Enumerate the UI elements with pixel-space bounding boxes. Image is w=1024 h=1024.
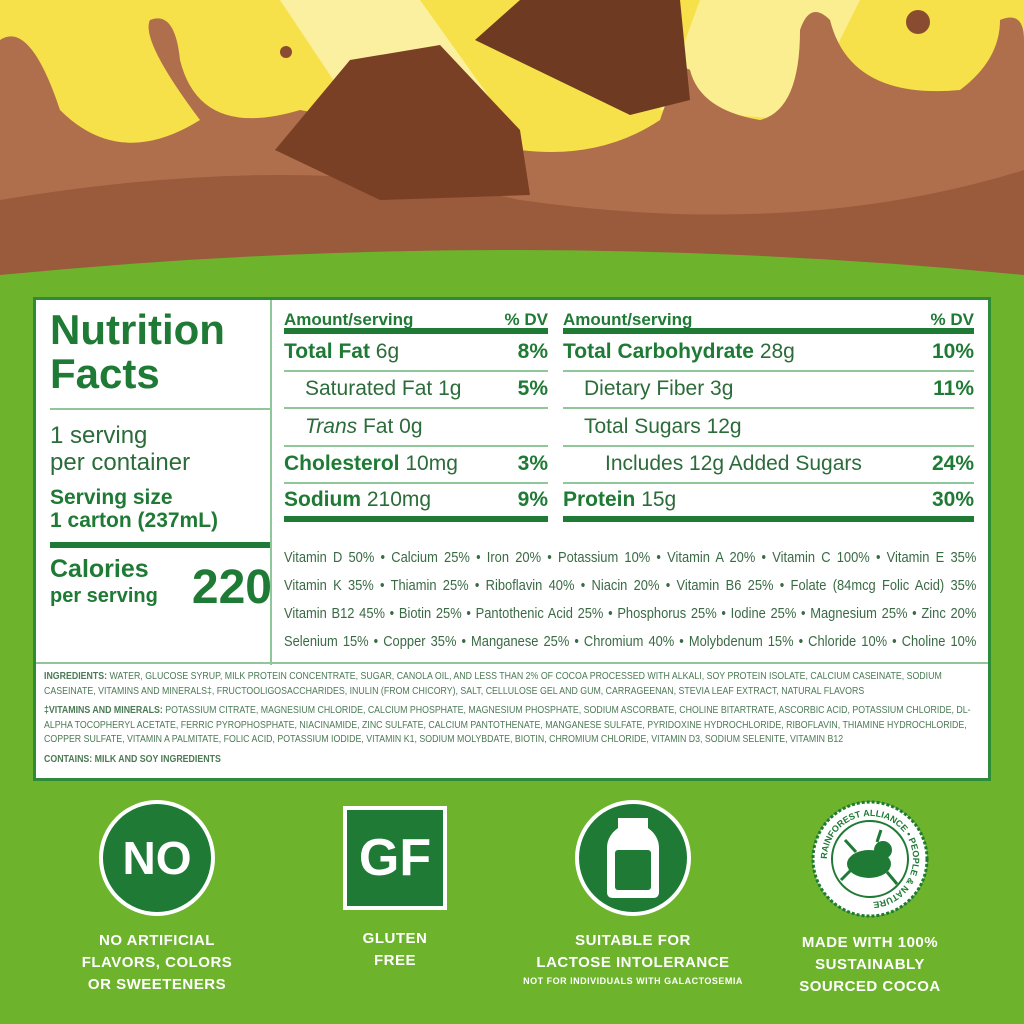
vitamin-line: Vitamin K 35% • Thiamin 25% • Riboflavin… xyxy=(284,577,977,594)
nutrient-table-left: Amount/serving% DV Total Fat 6g 8% Saturate… xyxy=(284,310,548,522)
table-header: Amount/serving% DV xyxy=(284,310,548,334)
ingredients: INGREDIENTS: WATER, GLUCOSE SYRUP, MILK … xyxy=(44,670,977,772)
calories-label-1: Calories xyxy=(50,555,149,583)
nutrient-row: Total Fat 6g 8% xyxy=(284,334,548,372)
gluten-free-icon: GF xyxy=(343,806,447,910)
vitamins-minerals-label: ‡VITAMINS AND MINERALS: xyxy=(44,705,163,716)
badge-gluten-free: GF GLUTEN FREE xyxy=(285,800,505,972)
label-summary: Nutrition Facts 1 serving per container … xyxy=(50,306,272,614)
ingredients-label: INGREDIENTS: xyxy=(44,671,108,682)
serving-size-label: Serving size xyxy=(50,486,173,509)
no-icon: NO xyxy=(99,800,215,916)
vitamins-minerals: Vitamin D 50% • Calcium 25% • Iron 20% •… xyxy=(284,544,976,656)
nutrient-row: Total Sugars 12g xyxy=(563,409,974,447)
title-line1: Nutrition xyxy=(50,306,225,353)
title-line2: Facts xyxy=(50,350,160,397)
calories-label-2: per serving xyxy=(50,585,158,607)
nutrient-row: Sodium 210mg 9% xyxy=(284,484,548,522)
nutrient-row: Includes 12g Added Sugars 24% xyxy=(563,447,974,484)
ingredients-text: WATER, GLUCOSE SYRUP, MILK PROTEIN CONCE… xyxy=(44,671,942,697)
nutrient-row: Trans Fat 0g xyxy=(284,409,548,447)
nutrient-row: Protein 15g 30% xyxy=(563,484,974,522)
nutrition-facts-label: Nutrition Facts 1 serving per container … xyxy=(33,297,991,781)
vitamin-line: Vitamin B12 45% • Biotin 25% • Pantothen… xyxy=(284,605,977,622)
vitamins-minerals-text: POTASSIUM CITRATE, MAGNESIUM CHLORIDE, C… xyxy=(44,705,971,745)
calories-value: 220 xyxy=(191,561,272,614)
nutrient-table-right: Amount/serving% DV Total Carbohydrate 28g… xyxy=(563,310,974,522)
serving-size-value: 1 carton (237mL) xyxy=(50,509,219,532)
nutrient-row: Dietary Fiber 3g 11% xyxy=(563,372,974,409)
servings-line2: per container xyxy=(50,449,191,476)
table-header: Amount/serving% DV xyxy=(563,310,974,334)
nutrient-row: Total Carbohydrate 28g 10% xyxy=(563,334,974,372)
nutrient-row: Saturated Fat 1g 5% xyxy=(284,372,548,409)
rainforest-alliance-seal: RAINFOREST ALLIANCE • PEOPLE & NATURE xyxy=(811,800,929,918)
milk-bottle-icon xyxy=(575,800,691,916)
chocolate-splash-image xyxy=(0,0,1024,290)
badge-lactose: SUITABLE FOR LACTOSE INTOLERANCE NOT FOR I… xyxy=(523,800,743,988)
servings-line1: 1 serving xyxy=(50,422,148,449)
vitamin-line: Vitamin D 50% • Calcium 25% • Iron 20% •… xyxy=(284,549,977,566)
badge-no-artificial: NO NO ARTIFICIAL FLAVORS, COLORS OR SWEETE… xyxy=(47,800,267,996)
allergen-statement: CONTAINS: MILK AND SOY INGREDIENTS xyxy=(44,753,221,765)
vitamin-line: Selenium 15% • Copper 35% • Manganese 25… xyxy=(284,633,977,650)
nutrient-row: Cholesterol 10mg 3% xyxy=(284,447,548,484)
badge-rainforest: RAINFOREST ALLIANCE • PEOPLE & NATURE MA… xyxy=(760,800,980,998)
